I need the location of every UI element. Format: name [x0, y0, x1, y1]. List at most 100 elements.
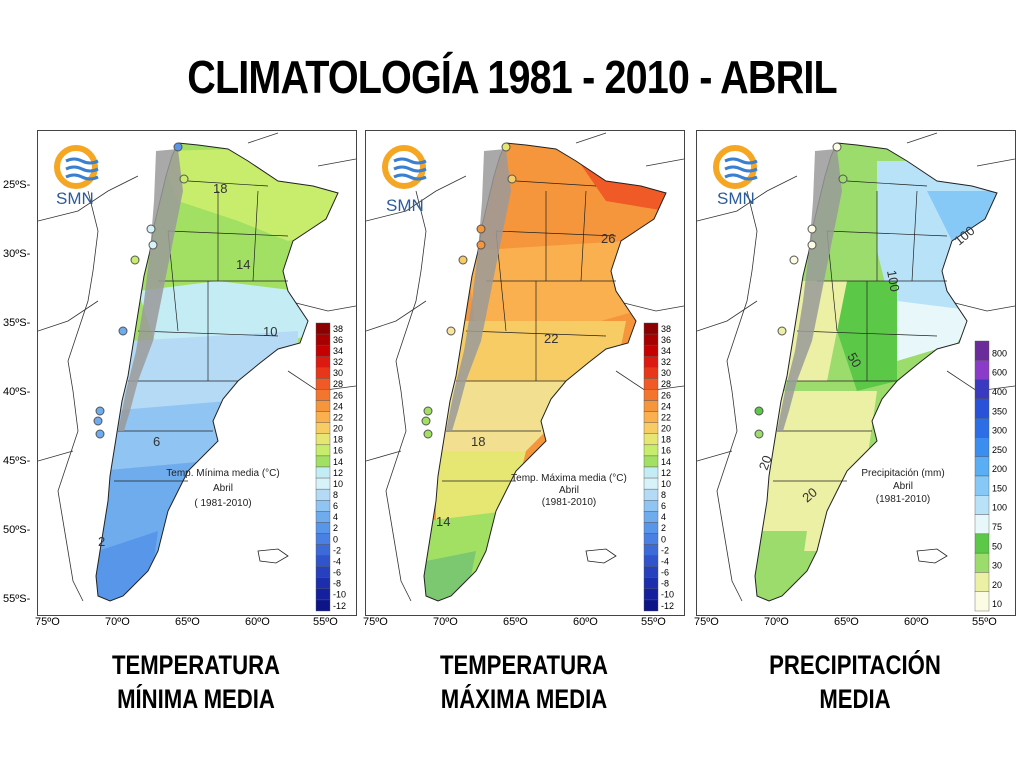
legend-swatch	[974, 398, 990, 419]
legend-swatch	[643, 533, 659, 545]
legend-swatch	[315, 522, 331, 534]
latitude-tick-label: 25ºS-	[3, 179, 31, 191]
smn-logo: SMN	[382, 145, 427, 215]
contour-label: 10	[263, 324, 277, 339]
legend-label: 250	[992, 445, 1007, 455]
legend-swatch	[974, 437, 990, 457]
legend-swatch	[315, 455, 331, 468]
legend-label: 26	[333, 390, 343, 400]
contour-label: 50	[844, 350, 864, 370]
legend-swatch	[643, 455, 659, 468]
contour-label: 14	[436, 514, 450, 529]
legend-swatch	[974, 572, 990, 592]
legend-swatch	[315, 466, 331, 479]
map-annotation-line: ( 1981-2010)	[194, 498, 251, 509]
legend-label: 50	[992, 541, 1002, 551]
legend-label: 22	[661, 412, 671, 422]
map-svg: 26 22 18 14 Temp. Máxima media (°C) Abri…	[366, 132, 684, 612]
legend-label: 8	[333, 490, 338, 500]
legend-swatch	[974, 340, 990, 361]
legend-swatch	[315, 488, 331, 501]
legend-label: -8	[661, 579, 669, 589]
legend-label: -4	[661, 556, 669, 566]
map-panel-precipitation: 100 50 20 20 100 Precipitación (mm) Abri…	[696, 130, 1016, 616]
legend-swatch	[974, 591, 990, 612]
legend-label: 26	[661, 390, 671, 400]
longitude-tick-label: 75ºO	[694, 616, 719, 628]
latitude-tick-label: 45ºS-	[3, 455, 31, 467]
legend-swatch	[974, 552, 990, 573]
legend-label: 36	[333, 335, 343, 345]
legend-label: -12	[661, 601, 674, 611]
map-annotation-line: Abril	[559, 485, 579, 496]
legend-label: 16	[661, 446, 671, 456]
longitude-tick-label: 60ºO	[573, 616, 598, 628]
caption-line: PRECIPITACIÓN	[769, 650, 941, 680]
legend-swatch	[643, 322, 659, 335]
legend-swatch	[643, 344, 659, 357]
legend-swatch	[643, 511, 659, 523]
legend-swatch	[643, 599, 659, 612]
legend-swatch	[974, 417, 990, 438]
legend-swatch	[315, 566, 331, 578]
contour-label: 2	[98, 534, 105, 549]
legend-label: 0	[661, 534, 666, 544]
legend-swatch	[315, 367, 331, 379]
latitude-tick-label: 55ºS-	[3, 593, 31, 605]
longitude-tick-label: 55ºO	[313, 616, 338, 628]
map-svg: 18 14 10 6 2 Temp. Mínima media (°C) Abr…	[38, 132, 356, 612]
legend-label: -6	[661, 568, 669, 578]
legend-swatch	[643, 400, 659, 412]
legend-label: 34	[333, 346, 343, 356]
legend-label: 100	[992, 503, 1007, 513]
legend-label: 14	[333, 457, 343, 467]
longitude-tick-label: 75ºO	[363, 616, 388, 628]
legend-label: 18	[333, 435, 343, 445]
legend-label: 10	[333, 479, 343, 489]
legend-swatch	[643, 566, 659, 578]
legend-label: 300	[992, 426, 1007, 436]
legend-swatch	[643, 588, 659, 601]
legend-swatch	[643, 356, 659, 368]
legend-swatch	[315, 500, 331, 512]
legend-swatch	[974, 456, 990, 477]
legend-swatch	[315, 356, 331, 368]
latitude-tick-label: 30ºS-	[3, 248, 31, 260]
legend-swatch	[315, 333, 331, 346]
map-panel-min-temp: 18 14 10 6 2 Temp. Mínima media (°C) Abr…	[37, 130, 357, 616]
longitude-tick-label: 70ºO	[433, 616, 458, 628]
longitude-tick-label: 70ºO	[764, 616, 789, 628]
legend-swatch	[315, 477, 331, 490]
legend-label: 28	[661, 379, 671, 389]
contour-label: 26	[601, 231, 615, 246]
legend-swatch	[315, 400, 331, 412]
legend-label: -8	[333, 579, 341, 589]
legend-label: 150	[992, 483, 1007, 493]
legend-label: 200	[992, 464, 1007, 474]
legend-label: 800	[992, 348, 1007, 358]
legend-label: 20	[333, 424, 343, 434]
legend-swatch	[315, 533, 331, 545]
contour-label: 100	[884, 269, 903, 293]
legend-label: 600	[992, 368, 1007, 378]
legend-label: 34	[661, 346, 671, 356]
legend: 38363432302826242220181614121086420-2-4-…	[643, 322, 674, 612]
legend-swatch	[643, 389, 659, 401]
legend-swatch	[315, 322, 331, 335]
legend-label: 4	[661, 512, 666, 522]
legend-label: 14	[661, 457, 671, 467]
caption-line: MÍNIMA MEDIA	[117, 684, 275, 714]
legend-swatch	[643, 577, 659, 590]
legend-label: 2	[661, 523, 666, 533]
map-annotation-line: (1981-2010)	[876, 494, 930, 505]
legend-swatch	[315, 599, 331, 612]
legend: 800 600 400 350 300 250 200 150 100 75 50 30 20 10	[974, 340, 1007, 612]
legend-swatch	[643, 433, 659, 446]
legend-label: -6	[333, 568, 341, 578]
legend-label: 350	[992, 406, 1007, 416]
legend-label: 400	[992, 387, 1007, 397]
legend-swatch	[643, 422, 659, 434]
legend-swatch	[315, 411, 331, 423]
legend-swatch	[974, 533, 990, 554]
legend-swatch	[643, 488, 659, 501]
